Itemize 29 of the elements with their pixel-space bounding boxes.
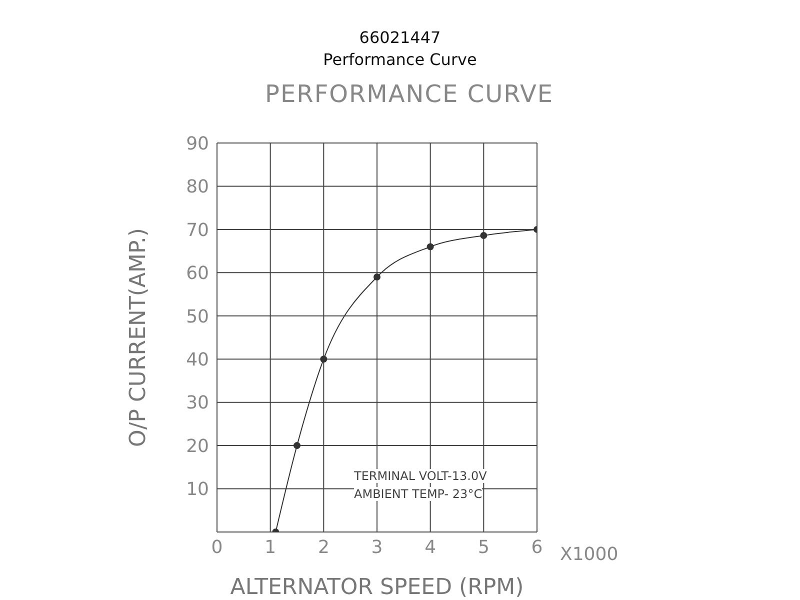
- x-tick-label: 5: [478, 536, 490, 558]
- y-tick-label: 70: [186, 220, 209, 241]
- x-tick-label: 1: [264, 536, 276, 558]
- point: [294, 442, 300, 450]
- point: [480, 232, 488, 239]
- y-tick-label: 60: [186, 263, 209, 284]
- y-tick-label: 20: [186, 436, 209, 457]
- chart-subtitle: Performance Curve: [322, 50, 478, 69]
- point: [426, 243, 434, 250]
- x-tick-label: 2: [318, 536, 330, 558]
- y-tick-label: 40: [186, 350, 209, 370]
- point: [320, 356, 328, 363]
- text: X1000: [560, 544, 618, 565]
- text: PERFORMANCE CURVE: [265, 80, 554, 108]
- y-tick-label: 30: [186, 392, 209, 414]
- y-tick-label: 80: [186, 176, 209, 198]
- y-tick-label: 10: [186, 479, 209, 500]
- chart-title: 66021447: [358, 28, 442, 47]
- y-axis-title: O/P CURRENT(AMP.): [126, 228, 151, 447]
- x-tick-label: 6: [531, 536, 543, 558]
- x-tick-label: 0: [211, 536, 223, 558]
- y-tick-label: 50: [186, 306, 209, 328]
- annotation: TERMINAL VOLT-13.0V: [354, 469, 487, 483]
- point: [374, 273, 380, 280]
- x-axis-title: ALTERNATOR SPEED (RPM): [230, 575, 524, 600]
- y-tick-label: 90: [186, 133, 209, 154]
- annotation: AMBIENT TEMP- 23°C: [354, 487, 482, 501]
- x-tick-label: 3: [371, 536, 383, 558]
- x-tick-label: 4: [424, 536, 436, 558]
